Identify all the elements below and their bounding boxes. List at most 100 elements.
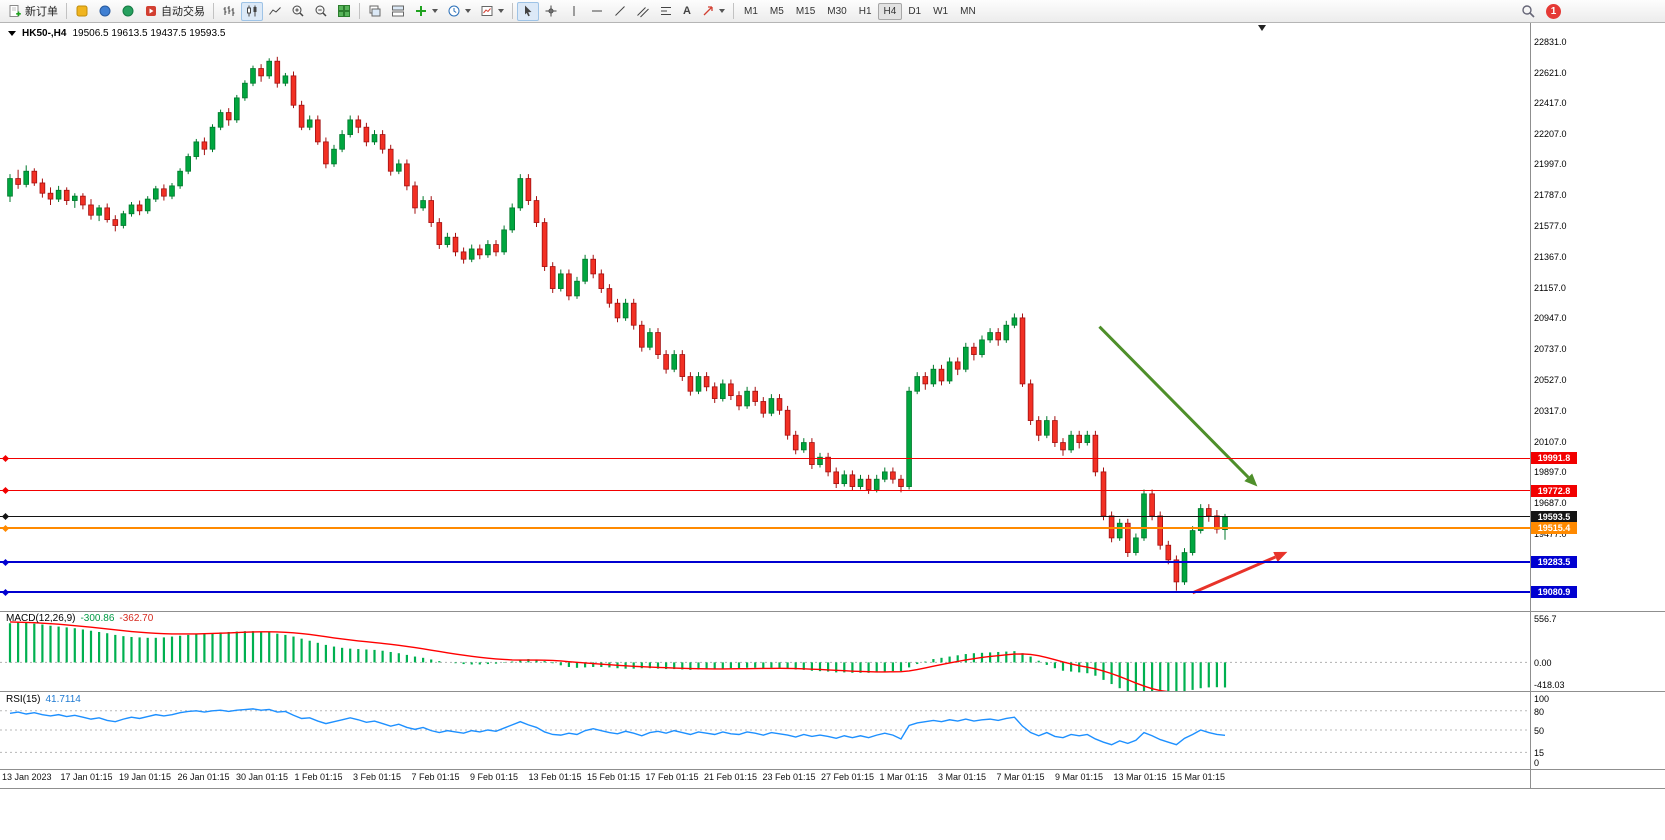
separator xyxy=(512,3,513,19)
price-badge: 19080.9 xyxy=(1531,586,1577,598)
zoom-in-button[interactable] xyxy=(287,2,309,21)
market-watch-button[interactable] xyxy=(94,2,116,21)
price-axis-label: 21787.0 xyxy=(1534,190,1567,201)
timeframe-button-m5[interactable]: M5 xyxy=(769,5,784,17)
fibonacci-tool-button[interactable] xyxy=(655,2,677,21)
time-axis-label: 9 Mar 01:15 xyxy=(1055,772,1104,782)
rsi-value: 41.7114 xyxy=(45,694,81,705)
timeframe-button-m15[interactable]: M15 xyxy=(795,5,816,17)
autotrading-label: 自动交易 xyxy=(161,6,205,18)
chart-dropdown-icon[interactable] xyxy=(8,31,16,36)
panel-separator xyxy=(0,788,1665,789)
metaeditor-icon xyxy=(75,4,89,18)
autotrading-button[interactable]: 自动交易 xyxy=(140,2,209,21)
rsi-label: RSI(15) 41.7114 xyxy=(6,694,81,705)
timeframe-button-mn[interactable]: MN xyxy=(960,5,976,17)
add-indicator-button[interactable] xyxy=(410,2,442,21)
tile-windows-button[interactable] xyxy=(333,2,355,21)
arrange-windows-button[interactable] xyxy=(387,2,409,21)
price-level-line-19772.8[interactable] xyxy=(0,490,1530,491)
community-icon xyxy=(121,4,135,18)
periods-button[interactable] xyxy=(443,2,475,21)
candlestick-chart-button[interactable] xyxy=(241,1,263,21)
horizontal-line-icon xyxy=(590,4,604,18)
channel-tool-button[interactable] xyxy=(632,2,654,21)
price-badge: 19772.8 xyxy=(1531,485,1577,497)
price-axis-label: 21157.0 xyxy=(1534,282,1566,293)
search-button[interactable] xyxy=(1517,2,1540,21)
timeframe-button-h1[interactable]: H1 xyxy=(858,5,872,17)
rsi-indicator-panel[interactable] xyxy=(0,692,1530,770)
timeframe-button-m1[interactable]: M1 xyxy=(744,5,758,17)
notification-badge[interactable]: 1 xyxy=(1546,3,1561,19)
price-axis-label: 22621.0 xyxy=(1534,67,1567,78)
red-signal-arrow[interactable] xyxy=(1192,551,1288,595)
timeframe-button-w1[interactable]: W1 xyxy=(933,5,949,17)
green-trend-arrow[interactable] xyxy=(1098,325,1258,487)
new-order-label: 新订单 xyxy=(25,6,58,18)
text-tool-button[interactable]: A xyxy=(678,2,696,21)
rsi-scale-label: 50 xyxy=(1534,726,1545,736)
candlestick-series[interactable] xyxy=(7,56,1228,591)
fibonacci-icon xyxy=(659,4,673,18)
trendline-icon xyxy=(613,4,627,18)
crosshair-tool-button[interactable] xyxy=(540,2,562,21)
clock-icon xyxy=(447,4,461,18)
horizontal-line-tool-button[interactable] xyxy=(586,2,608,21)
arrows-tool-button[interactable] xyxy=(697,2,729,21)
time-axis-label: 19 Jan 01:15 xyxy=(119,772,172,782)
vertical-line-tool-button[interactable] xyxy=(563,2,585,21)
templates-button[interactable] xyxy=(476,2,508,21)
bar-chart-button[interactable] xyxy=(218,2,240,21)
price-level-line-19593.5[interactable] xyxy=(0,516,1530,517)
price-level-line-19080.9[interactable] xyxy=(0,591,1530,593)
add-indicator-icon xyxy=(414,4,428,18)
community-button[interactable] xyxy=(117,2,139,21)
line-chart-button[interactable] xyxy=(264,2,286,21)
price-badge: 19283.5 xyxy=(1531,556,1577,568)
macd-label: MACD(12,26,9) -300.86 -362.70 xyxy=(6,613,153,624)
zoom-out-button[interactable] xyxy=(310,2,332,21)
candlestick-chart-icon xyxy=(245,4,259,18)
time-axis-label: 13 Feb 01:15 xyxy=(528,772,582,782)
timeframe-button-d1[interactable]: D1 xyxy=(908,5,922,17)
cursor-tool-button[interactable] xyxy=(517,1,539,21)
time-axis-label: 13 Jan 2023 xyxy=(2,772,52,782)
time-axis-label: 13 Mar 01:15 xyxy=(1113,772,1167,782)
cursor-icon xyxy=(521,4,535,18)
rsi-scale-label: 0 xyxy=(1534,758,1540,768)
candlestick-chart[interactable] xyxy=(0,23,1530,612)
timeframe-button-m30[interactable]: M30 xyxy=(827,5,847,17)
separator xyxy=(359,3,360,19)
price-axis-label: 22831.0 xyxy=(1534,37,1567,47)
price-level-line-19515.4[interactable] xyxy=(0,527,1530,529)
macd-indicator-panel[interactable] xyxy=(0,612,1530,692)
chart-ohlc-values: 19506.5 19613.5 19437.5 19593.5 xyxy=(72,28,226,39)
price-axis-label: 20947.0 xyxy=(1534,313,1567,324)
time-axis-label: 1 Feb 01:15 xyxy=(294,772,343,782)
macd-scale-label: -418.03 xyxy=(1534,680,1565,690)
zoom-out-icon xyxy=(314,4,328,18)
time-axis-label: 9 Feb 01:15 xyxy=(470,772,519,782)
chart-shift-marker[interactable] xyxy=(1258,25,1266,31)
time-axis-label: 17 Jan 01:15 xyxy=(60,772,113,782)
price-level-line-19283.5[interactable] xyxy=(0,561,1530,563)
trendline-tool-button[interactable] xyxy=(609,2,631,21)
panel-separator[interactable] xyxy=(0,691,1665,692)
line-chart-icon xyxy=(268,4,282,18)
timeframe-button-h4[interactable]: H4 xyxy=(877,2,903,20)
macd-scale-label: 0.00 xyxy=(1534,658,1552,669)
time-axis-label: 26 Jan 01:15 xyxy=(177,772,230,782)
cascade-windows-button[interactable] xyxy=(364,2,386,21)
metaeditor-button[interactable] xyxy=(71,2,93,21)
new-order-button[interactable]: 新订单 xyxy=(4,2,62,21)
price-level-line-19991.8[interactable] xyxy=(0,458,1530,459)
panel-separator[interactable] xyxy=(0,611,1665,612)
time-axis-label: 1 Mar 01:15 xyxy=(879,772,928,782)
time-axis-label: 3 Mar 01:15 xyxy=(938,772,987,782)
channel-icon xyxy=(636,4,650,18)
rsi-scale-label: 15 xyxy=(1534,748,1545,759)
time-axis-label: 7 Feb 01:15 xyxy=(411,772,460,782)
price-axis-label: 22207.0 xyxy=(1534,128,1567,139)
rsi-scale-label: 80 xyxy=(1534,706,1545,717)
